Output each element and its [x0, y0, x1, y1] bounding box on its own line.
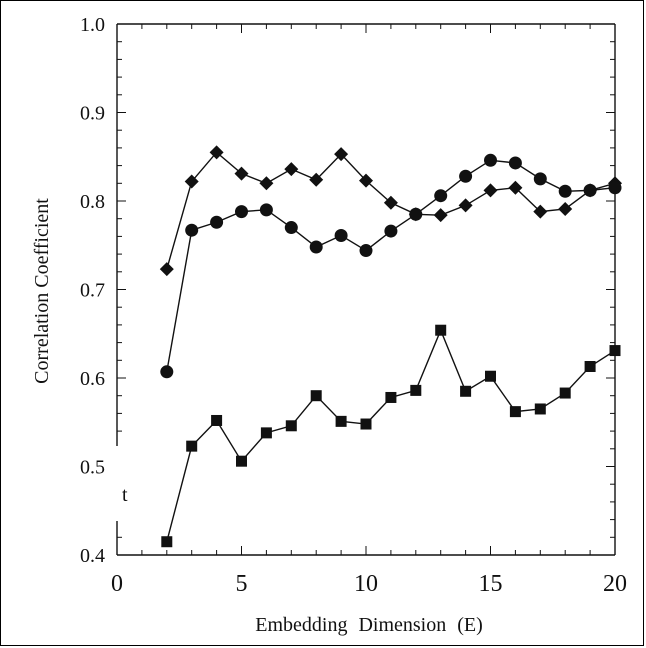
square-marker [534, 403, 546, 415]
circle-marker [459, 169, 473, 183]
circle-marker [259, 203, 273, 217]
circle-marker [508, 156, 522, 170]
ticks: 0.4 0.5 0.6 0.7 0.8 0.9 1.0 0 5 10 15 20 [80, 14, 627, 597]
y-axis-label: Correlation Coefficient [31, 198, 53, 384]
circle-marker [558, 184, 572, 198]
diamond-marker [334, 147, 349, 162]
square-marker [360, 418, 372, 430]
x-tick-label: 5 [236, 571, 248, 597]
circle-marker [160, 365, 174, 379]
diamond-marker [309, 172, 324, 187]
square-marker [559, 387, 571, 399]
square-marker [385, 391, 397, 403]
square-marker [460, 385, 472, 397]
circle-marker [409, 207, 423, 221]
square-marker [335, 415, 347, 427]
circle-marker [583, 183, 597, 197]
labels: Embedding Dimension (E) Correlation Coef… [31, 198, 483, 636]
y-tick-label: 0.6 [80, 368, 105, 390]
square-marker [285, 420, 297, 432]
circle-marker [533, 172, 547, 186]
y-tick-label: 1.0 [80, 14, 105, 36]
square-marker [310, 390, 322, 402]
circle-marker [608, 181, 622, 195]
square-marker [435, 324, 447, 336]
square-marker [509, 406, 521, 418]
annotation-text: t [122, 484, 128, 506]
y-tick-label: 0.8 [80, 191, 105, 213]
square-marker [410, 384, 422, 396]
square-marker [186, 440, 198, 452]
x-tick-label: 10 [354, 571, 378, 597]
square-marker [609, 345, 621, 357]
diamond-marker [234, 166, 249, 181]
y-tick-label: 0.7 [80, 280, 105, 302]
square-marker [161, 536, 173, 548]
circle-marker [359, 244, 373, 258]
x-tick-label: 15 [479, 571, 503, 597]
circle-marker [309, 240, 323, 254]
diamond-marker [383, 195, 398, 210]
series-line-diamond [166, 151, 616, 270]
square-marker [485, 370, 496, 382]
axes [116, 23, 616, 556]
circle-marker [185, 223, 199, 237]
diamond-marker [159, 262, 174, 277]
series-line-square [166, 328, 616, 542]
circle-marker [484, 153, 497, 167]
circle-marker [284, 221, 298, 235]
y-tick-label: 0.4 [80, 545, 105, 567]
x-tick-label: 0 [111, 571, 123, 597]
diamond-marker [483, 183, 498, 198]
diamond-marker [533, 204, 548, 219]
diamond-marker [184, 174, 199, 189]
circle-marker [434, 189, 448, 203]
x-axis-label: Embedding Dimension (E) [255, 614, 483, 636]
square-marker [211, 414, 223, 426]
diamond-marker [259, 176, 274, 191]
circle-marker [384, 224, 398, 238]
series-square [161, 324, 621, 548]
diamond-marker [284, 162, 299, 177]
circle-marker [210, 215, 224, 229]
square-marker [236, 455, 247, 467]
diamond-marker [508, 180, 523, 195]
series-diamond [159, 145, 622, 277]
series-line-circle [166, 159, 616, 372]
diamond-marker [359, 173, 373, 188]
circle-marker [235, 205, 248, 219]
diamond-marker [209, 145, 224, 160]
square-marker [260, 427, 272, 439]
x-tick-label: 20 [603, 571, 627, 597]
diamond-marker [558, 201, 573, 216]
diamond-marker [433, 208, 448, 223]
diamond-marker [458, 198, 473, 213]
y-tick-label: 0.9 [80, 103, 105, 125]
series-circle [160, 153, 622, 379]
y-tick-label: 0.5 [80, 457, 105, 479]
series-layer [159, 145, 622, 548]
square-marker [584, 360, 596, 372]
circle-marker [334, 229, 348, 243]
